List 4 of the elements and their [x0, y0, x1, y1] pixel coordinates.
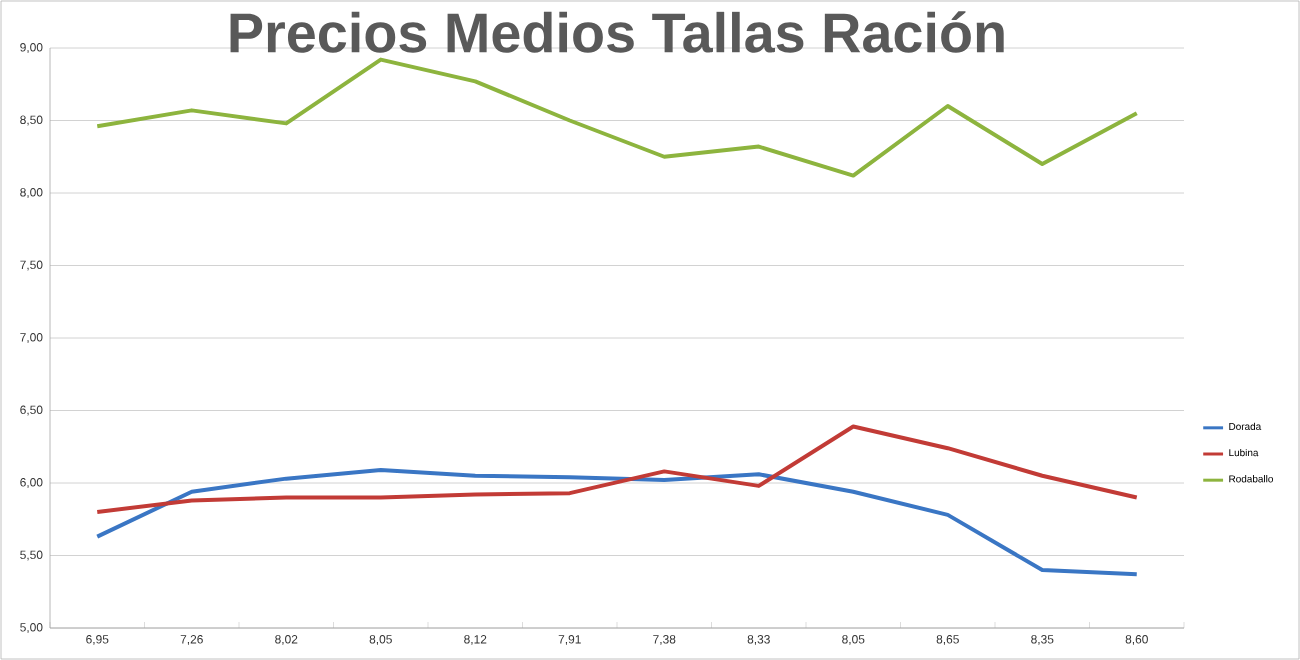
- chart-title: Precios Medios Tallas Ración: [230, 11, 1004, 53]
- line-series: [95, 424, 1139, 514]
- line-series: [95, 467, 1139, 577]
- line-series: [95, 57, 1139, 178]
